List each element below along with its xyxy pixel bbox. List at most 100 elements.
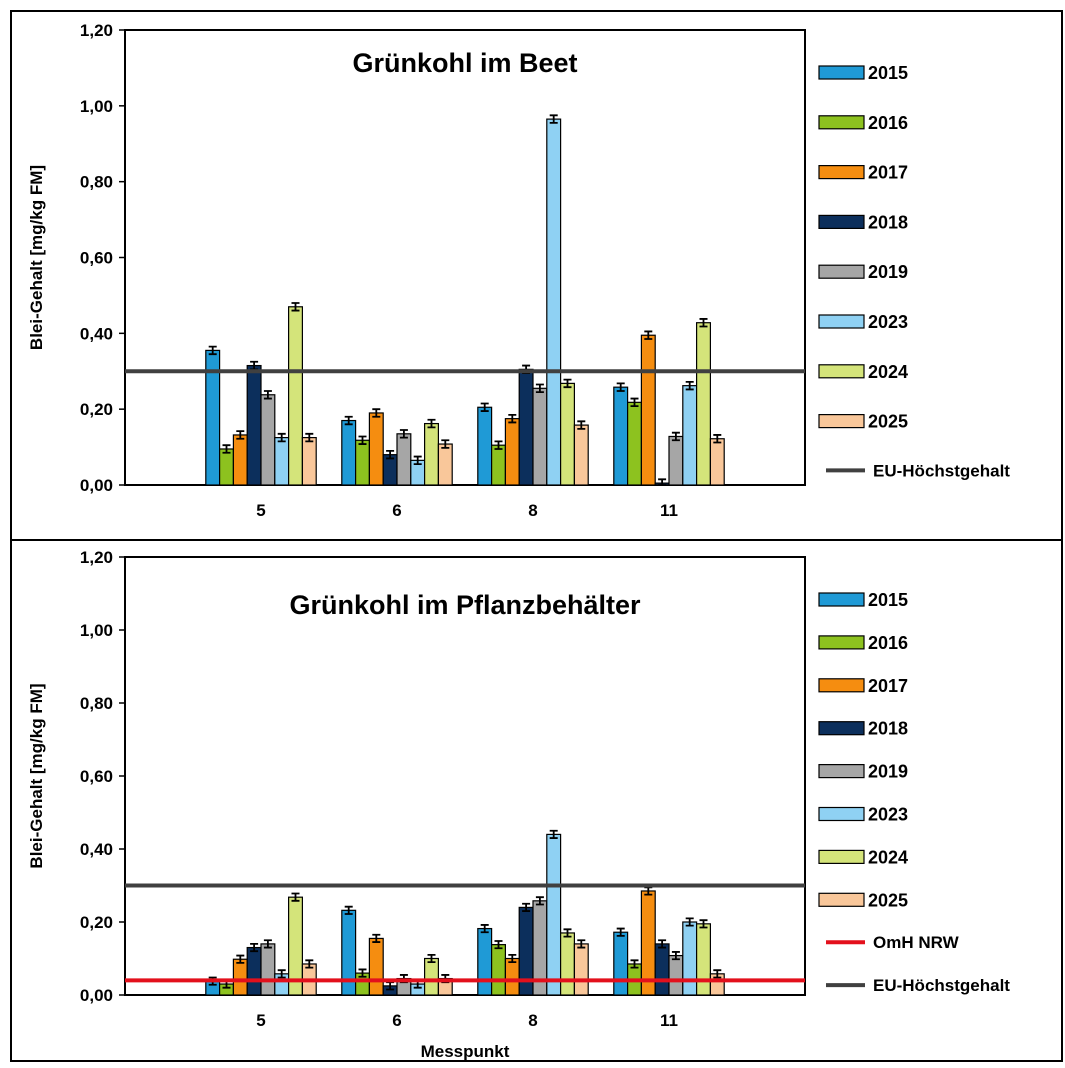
error-bar bbox=[305, 959, 314, 969]
error-bar bbox=[372, 933, 381, 943]
bar-2015-mp8 bbox=[477, 406, 493, 486]
error-bar bbox=[358, 968, 367, 978]
error-bar bbox=[344, 905, 353, 915]
bar-2024-mp11 bbox=[695, 923, 711, 996]
y-tick-label: 0,80 bbox=[80, 173, 113, 192]
legend-label: 2015 bbox=[868, 63, 908, 83]
bar-2024-mp5 bbox=[288, 306, 304, 486]
error-bar bbox=[208, 345, 217, 356]
error-bar bbox=[413, 455, 422, 466]
error-bar bbox=[549, 114, 558, 124]
error-bar bbox=[441, 439, 450, 449]
legend-swatch-2023 bbox=[818, 314, 865, 329]
legend-swatch-2019 bbox=[818, 763, 865, 779]
y-axis-label: Blei-Gehalt [mg/kg FM] bbox=[27, 165, 46, 350]
bar-2015-mp8 bbox=[477, 927, 493, 996]
legend-swatch-2018 bbox=[818, 721, 865, 736]
bar-2017-mp8 bbox=[504, 957, 520, 996]
legend-label: 2023 bbox=[868, 805, 908, 825]
legend-label: EU-Höchstgehalt bbox=[873, 461, 1010, 480]
y-tick-label: 0,00 bbox=[80, 986, 113, 1005]
y-tick-label: 0,40 bbox=[80, 840, 113, 859]
legend-swatch-2025 bbox=[818, 414, 865, 429]
error-bar bbox=[616, 382, 625, 392]
legend-label: 2018 bbox=[868, 212, 908, 232]
bar-2016-mp5 bbox=[219, 448, 235, 486]
x-tick-label: 6 bbox=[392, 1011, 401, 1030]
bar-2016-mp11 bbox=[626, 401, 642, 486]
y-tick-label: 1,20 bbox=[80, 548, 113, 567]
legend-label: 2025 bbox=[868, 890, 908, 910]
error-bar bbox=[630, 959, 639, 969]
error-bar bbox=[372, 408, 381, 418]
legend-swatch-2023 bbox=[818, 806, 865, 822]
chart-panel-2: 0,00 0,20 0,40 0,60 0,80 1,00 1,20 Blei-Gehalt … bbox=[10, 539, 1063, 1062]
error-bar bbox=[671, 431, 680, 442]
legend-swatch-2025 bbox=[818, 892, 865, 907]
error-bar bbox=[494, 440, 503, 450]
error-bar bbox=[263, 939, 272, 949]
bar-2019-mp8 bbox=[532, 387, 548, 486]
legend-swatch-2015 bbox=[818, 65, 865, 80]
error-bar bbox=[291, 892, 300, 902]
bar-2019-mp11 bbox=[668, 435, 684, 486]
bar-2018-mp8 bbox=[518, 368, 534, 486]
bar-2023-mp11 bbox=[682, 385, 698, 486]
x-tick-label: 6 bbox=[392, 501, 401, 520]
x-tick-label: 11 bbox=[660, 501, 678, 520]
bar-2025-mp8 bbox=[573, 943, 589, 996]
error-bar bbox=[644, 330, 653, 340]
y-tick-label: 1,20 bbox=[80, 21, 113, 40]
legend-label: 2015 bbox=[868, 590, 908, 610]
error-bar bbox=[685, 380, 694, 391]
error-bar bbox=[222, 444, 231, 454]
error-bar bbox=[699, 318, 708, 328]
bar-2019-mp5 bbox=[260, 943, 276, 996]
legend-swatch-2018 bbox=[818, 214, 865, 229]
bar-2018-mp5 bbox=[246, 364, 262, 486]
error-bar bbox=[616, 927, 625, 937]
error-bar bbox=[427, 953, 436, 964]
error-bar bbox=[577, 939, 586, 949]
bar-2017-mp6 bbox=[368, 412, 384, 486]
y-tick-label: 1,00 bbox=[80, 621, 113, 640]
y-tick-label: 0,20 bbox=[80, 913, 113, 932]
legend-swatch-2019 bbox=[818, 264, 865, 279]
legend-swatch-2015 bbox=[818, 592, 865, 607]
error-bar bbox=[399, 429, 408, 439]
legend-swatch-2017 bbox=[818, 165, 865, 180]
legend-label: 2025 bbox=[868, 412, 908, 432]
bar-2024-mp6 bbox=[424, 422, 440, 486]
y-tick-label: 0,40 bbox=[80, 324, 113, 343]
error-bar bbox=[494, 940, 503, 950]
chart-panel-1: 0,00 0,20 0,40 0,60 0,80 1,00 1,20 Blei-Gehalt … bbox=[10, 10, 1063, 541]
x-tick-label: 8 bbox=[528, 501, 537, 520]
bar-2023-mp8 bbox=[546, 118, 562, 486]
error-bar bbox=[535, 896, 544, 906]
y-tick-label: 0,20 bbox=[80, 400, 113, 419]
bar-2025-mp8 bbox=[573, 424, 589, 486]
error-bar bbox=[291, 302, 300, 312]
legend-label: 2024 bbox=[868, 362, 908, 382]
legend-label: EU-Höchstgehalt bbox=[873, 976, 1010, 995]
error-bar bbox=[549, 829, 558, 839]
bar-2016-mp8 bbox=[491, 444, 507, 486]
error-bar bbox=[658, 939, 667, 949]
error-bar bbox=[522, 902, 531, 912]
bar-2015-mp11 bbox=[613, 386, 629, 486]
x-tick-label: 5 bbox=[256, 501, 265, 520]
error-bar bbox=[713, 969, 722, 979]
bar-2023-mp11 bbox=[682, 921, 698, 996]
chart-title: Grünkohl im Beet bbox=[352, 48, 577, 78]
legend-label: 2016 bbox=[868, 113, 908, 133]
x-tick-label: 11 bbox=[660, 1011, 678, 1030]
panel-frame bbox=[10, 539, 1063, 1062]
legend-label: 2023 bbox=[868, 312, 908, 332]
error-bar bbox=[358, 435, 367, 445]
error-bar bbox=[563, 378, 572, 389]
bar-2024-mp11 bbox=[695, 322, 711, 486]
bar-2025-mp5 bbox=[301, 437, 317, 486]
legend-swatch-2024 bbox=[818, 849, 865, 865]
